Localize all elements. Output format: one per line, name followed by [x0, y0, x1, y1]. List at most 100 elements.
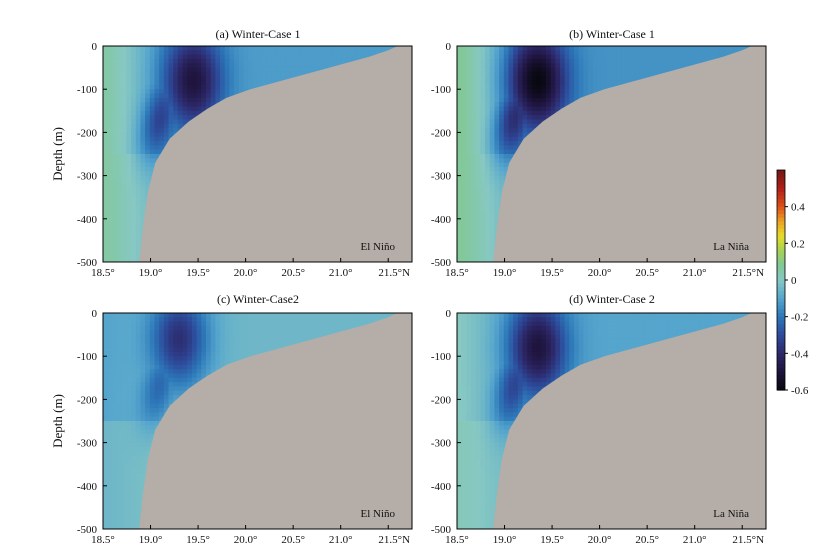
heatmap-cell	[341, 54, 348, 60]
heatmap-cell	[107, 63, 113, 69]
heatmap-cell	[341, 50, 348, 56]
heatmap-cell	[163, 54, 170, 60]
heatmap-cell	[360, 54, 366, 60]
heatmap-cell	[135, 210, 142, 216]
heatmap-cell	[112, 141, 118, 146]
heatmap-cell	[131, 63, 137, 69]
heatmap-cell	[457, 58, 463, 64]
heatmap-cell	[304, 46, 310, 51]
heatmap-cell	[112, 102, 118, 108]
heatmap-cell	[140, 175, 146, 181]
heatmap-cell	[508, 50, 514, 56]
heatmap-cell	[527, 63, 533, 69]
heatmap-cell	[466, 50, 472, 56]
heatmap-cell	[243, 84, 249, 90]
heatmap-cell	[131, 192, 137, 198]
heatmap-cell	[499, 123, 505, 129]
heatmap-cell	[243, 76, 249, 82]
heatmap-cell	[508, 123, 514, 129]
heatmap-cell	[508, 110, 514, 116]
heatmap-cell	[299, 54, 305, 60]
heatmap-cell	[466, 171, 472, 177]
heatmap-cell	[187, 67, 193, 73]
heatmap-cell	[243, 71, 249, 77]
heatmap-cell	[471, 236, 477, 241]
heatmap-cell	[112, 119, 118, 125]
heatmap-cell	[112, 132, 118, 138]
heatmap-cell	[238, 84, 245, 90]
heatmap-cell	[206, 97, 212, 103]
heatmap-cell	[210, 84, 216, 90]
heatmap-cell	[117, 132, 123, 138]
heatmap-cell	[145, 158, 151, 164]
heatmap-cell	[121, 175, 128, 181]
heatmap-cell	[466, 166, 472, 172]
heatmap-cell	[494, 192, 500, 198]
heatmap-cell	[569, 76, 575, 82]
heatmap-cell	[466, 175, 472, 181]
heatmap-cell	[271, 76, 277, 82]
heatmap-cell	[220, 54, 226, 60]
heatmap-cell	[485, 223, 491, 229]
heatmap-cell	[117, 236, 123, 241]
heatmap-cell	[126, 218, 132, 224]
heatmap-cell	[159, 119, 165, 125]
heatmap-cell	[480, 205, 486, 211]
heatmap-cell	[457, 154, 463, 159]
heatmap-cell	[583, 54, 589, 60]
heatmap-cell	[248, 46, 254, 51]
heatmap-cell	[475, 149, 482, 155]
heatmap-cell	[494, 58, 500, 64]
y-axis-label: Depth (m)	[50, 127, 65, 181]
heatmap-cell	[517, 71, 524, 77]
heatmap-cell	[215, 84, 221, 90]
heatmap-cell	[588, 46, 594, 51]
heatmap-cell	[602, 80, 608, 86]
heatmap-cell	[550, 84, 556, 90]
heatmap-cell	[103, 179, 109, 185]
heatmap-cell	[480, 93, 486, 99]
heatmap-cell	[494, 71, 500, 77]
heatmap-cell	[536, 93, 542, 99]
heatmap-cell	[248, 54, 254, 60]
heatmap-cell	[243, 50, 249, 56]
heatmap-cell	[513, 97, 519, 103]
heatmap-cell	[513, 84, 519, 90]
heatmap-cell	[564, 93, 570, 99]
heatmap-cell	[475, 162, 482, 168]
heatmap-cell	[489, 132, 496, 138]
heatmap-cell	[522, 84, 528, 90]
heatmap-cell	[466, 240, 472, 246]
heatmap-cell	[135, 192, 142, 198]
heatmap-cell	[234, 84, 240, 90]
heatmap-cell	[309, 46, 315, 51]
heatmap-cell	[513, 46, 519, 51]
heatmap-cell	[191, 110, 198, 116]
heatmap-cell	[588, 89, 594, 95]
heatmap-cell	[182, 71, 188, 77]
heatmap-cell	[611, 63, 617, 69]
heatmap-cell	[135, 214, 142, 220]
heatmap-cell	[135, 244, 142, 250]
heatmap-cell	[112, 253, 118, 259]
heatmap-cell	[135, 240, 142, 246]
heatmap-cell	[224, 93, 231, 99]
heatmap-cell	[466, 154, 472, 159]
heatmap-cell	[103, 210, 109, 216]
heatmap-cell	[149, 128, 156, 133]
heatmap-cell	[285, 76, 291, 82]
heatmap-cell	[196, 58, 202, 64]
heatmap-cell	[117, 223, 123, 229]
heatmap-cell	[135, 201, 142, 207]
heatmap-cell	[574, 80, 580, 86]
heatmap-cell	[163, 63, 170, 69]
heatmap-cell	[475, 46, 482, 51]
heatmap-cell	[266, 63, 273, 69]
heatmap-cell	[471, 166, 477, 172]
heatmap-cell	[494, 141, 500, 146]
panel-title: (a) Winter-Case 1	[215, 27, 300, 41]
heatmap-cell	[220, 89, 226, 95]
heatmap-cell	[135, 63, 142, 69]
heatmap-cell	[606, 63, 613, 69]
heatmap-cell	[602, 54, 608, 60]
